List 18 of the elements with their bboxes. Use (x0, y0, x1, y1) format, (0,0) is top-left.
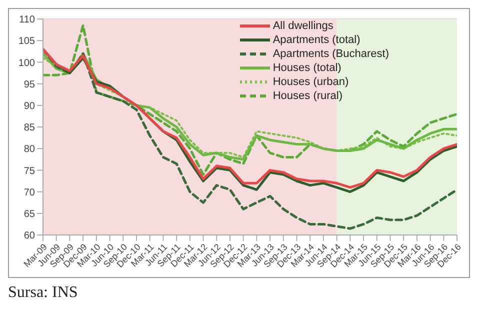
legend-label: Houses (rural) (272, 89, 343, 103)
y-tick-label: 60 (24, 230, 36, 242)
y-tick-label: 110 (19, 14, 36, 26)
text: Sursa: INS (8, 284, 79, 302)
y-tick-label: 90 (24, 100, 36, 112)
legend-label: Houses (urban) (272, 75, 349, 89)
legend-label: Apartments (total) (272, 33, 360, 47)
y-tick-label: 105 (18, 36, 36, 48)
y-tick-label: 100 (18, 58, 36, 69)
y-tick-label: 95 (24, 79, 36, 90)
legend-label: Apartments (Bucharest) (272, 47, 389, 61)
y-tick-label: 80 (24, 144, 36, 156)
y-tick-label: 65 (24, 208, 36, 220)
y-tick-label: 75 (24, 166, 36, 177)
legend-label: Houses (total) (272, 61, 342, 75)
y-tick-label: 85 (24, 122, 36, 134)
y-tick-label: 70 (24, 187, 36, 198)
legend-label: All dwellings (272, 19, 334, 33)
